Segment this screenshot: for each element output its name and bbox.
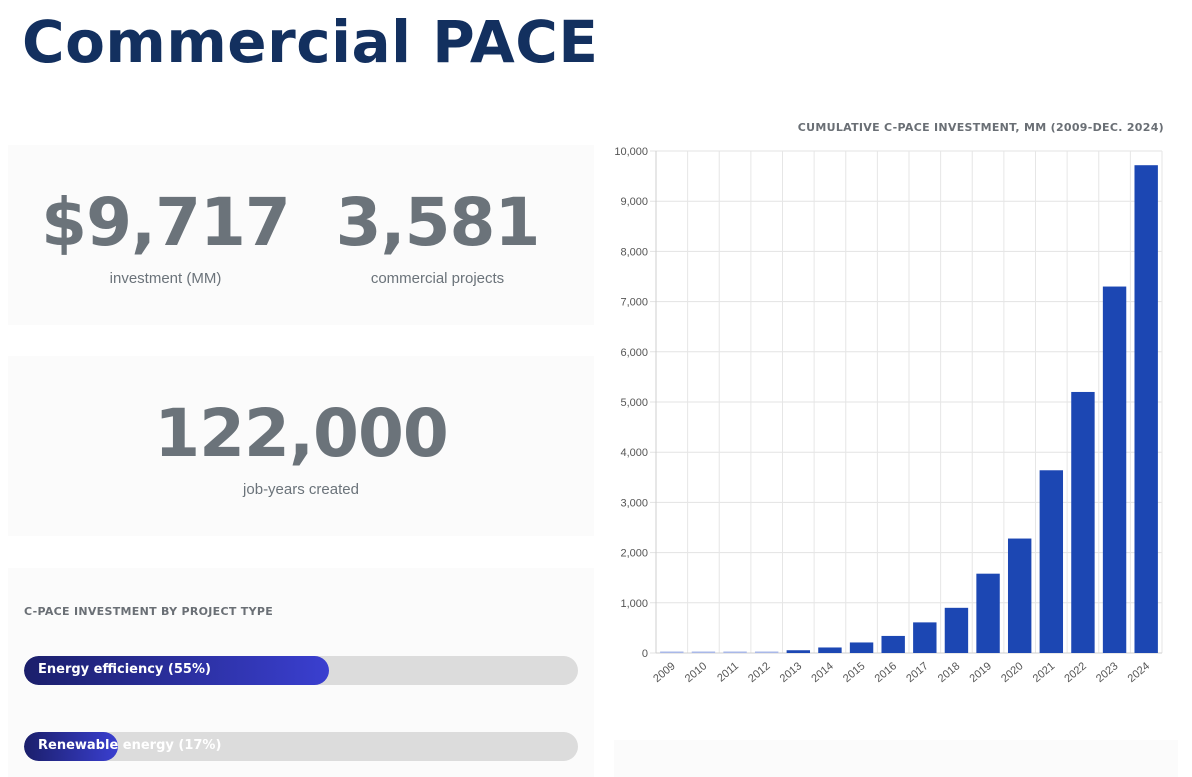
bar-2023 (1102, 286, 1127, 653)
x-tick-label: 2014 (809, 660, 835, 685)
investment-projects-card: $9,717 investment (MM) 3,581 commercial … (8, 145, 594, 325)
chart-title: CUMULATIVE C-PACE INVESTMENT, MM (2009-D… (797, 121, 1164, 134)
bar-2024 (1134, 165, 1158, 653)
y-tick-label: 10,000 (614, 146, 648, 158)
energy-efficiency-fill (24, 656, 329, 685)
bar-2019 (976, 573, 1000, 653)
x-tick-label: 2011 (715, 660, 741, 684)
jobs-card: 122,000 job-years created (8, 356, 594, 536)
y-tick-label: 2,000 (620, 548, 648, 560)
y-tick-label: 3,000 (620, 497, 648, 509)
x-tick-label: 2016 (873, 660, 899, 685)
renewable-energy-fill (24, 732, 119, 761)
x-tick-label: 2017 (904, 660, 930, 685)
investment-value: $9,717 (41, 184, 291, 261)
bar-2009 (660, 651, 684, 653)
x-tick-label: 2009 (651, 660, 677, 685)
energy-efficiency-label: Energy efficiency (55%) (38, 662, 211, 677)
investment-label: investment (MM) (109, 270, 222, 287)
y-tick-label: 1,000 (620, 598, 648, 610)
bar-2014 (818, 647, 842, 653)
x-tick-label: 2021 (1031, 660, 1057, 685)
jobs-stat: 122,000 job-years created (8, 395, 594, 499)
jobs-value: 122,000 (154, 395, 449, 472)
bar-2020 (1007, 538, 1032, 653)
project-type-card: C-PACE INVESTMENT BY PROJECT TYPE Energy… (8, 568, 594, 777)
y-tick-label: 9,000 (620, 196, 648, 208)
energy-efficiency-bar: Energy efficiency (55%) (24, 656, 578, 685)
x-tick-label: 2023 (1094, 660, 1120, 685)
x-tick-label: 2015 (841, 660, 867, 685)
projects-stat: 3,581 commercial projects (300, 184, 575, 288)
investment-stat: $9,717 investment (MM) (28, 184, 303, 288)
y-tick-label: 4,000 (620, 447, 648, 459)
renewable-energy-label: Renewable energy (17%) (38, 738, 222, 753)
bar-2010 (691, 651, 716, 653)
jobs-label: job-years created (243, 481, 359, 498)
x-tick-label: 2020 (999, 660, 1025, 685)
bar-2017 (913, 622, 937, 653)
x-tick-label: 2022 (1062, 660, 1088, 685)
bar-2022 (1071, 391, 1095, 653)
x-tick-label: 2010 (683, 660, 709, 685)
projects-label: commercial projects (370, 270, 505, 287)
bottom-card (614, 740, 1178, 777)
bar-2021 (1039, 470, 1064, 653)
y-tick-label: 7,000 (620, 297, 648, 309)
y-tick-label: 6,000 (620, 347, 648, 359)
bar-2013 (786, 650, 811, 653)
x-tick-label: 2013 (778, 660, 804, 685)
page-title: Commercial PACE (22, 8, 599, 76)
y-tick-label: 0 (642, 648, 648, 660)
bar-2018 (944, 607, 969, 653)
projects-value: 3,581 (335, 184, 541, 261)
x-tick-label: 2018 (936, 660, 962, 685)
x-tick-label: 2024 (1126, 660, 1152, 685)
x-tick-label: 2019 (968, 660, 994, 685)
y-tick-label: 8,000 (620, 246, 648, 258)
bar-2012 (754, 651, 779, 653)
bar-2016 (881, 635, 905, 653)
investment-bar-chart: 0 1,000 2,000 3,000 4,000 5,000 6,000 7,000 8,00… (614, 146, 1163, 685)
y-tick-label: 5,000 (620, 397, 648, 409)
bar-2011 (723, 651, 747, 653)
bar-2015 (849, 642, 874, 653)
project-type-heading: C-PACE INVESTMENT BY PROJECT TYPE (24, 605, 274, 618)
renewable-energy-bar: Renewable energy (17%) (24, 732, 578, 761)
x-tick-label: 2012 (746, 660, 772, 685)
